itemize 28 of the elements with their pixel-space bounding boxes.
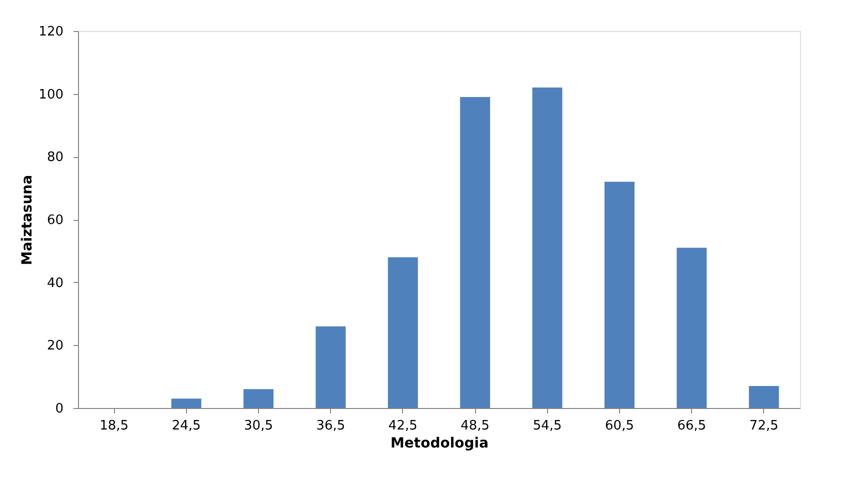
bar xyxy=(676,248,707,408)
y-tick-label: 20 xyxy=(46,338,64,354)
y-axis-title: Maiztasuna xyxy=(20,174,36,266)
x-axis-title: Metodologia xyxy=(390,436,489,452)
x-tick-label: 18,5 xyxy=(100,418,129,434)
x-tick-label: 54,5 xyxy=(532,418,562,434)
y-tick-label: 120 xyxy=(38,24,64,40)
bar xyxy=(388,257,418,408)
bar xyxy=(460,96,490,408)
y-tick-label: 0 xyxy=(55,402,64,416)
x-tick-label: 42,5 xyxy=(388,418,418,434)
bar xyxy=(748,386,779,408)
bar xyxy=(316,326,346,408)
x-tick-label: 24,5 xyxy=(172,418,201,434)
y-tick-label: 60 xyxy=(46,213,64,228)
bar xyxy=(604,182,634,408)
y-tick-label: 80 xyxy=(46,150,64,166)
bar xyxy=(532,88,562,408)
x-tick-label: 30,5 xyxy=(244,418,273,434)
y-tick-label: 100 xyxy=(38,87,64,102)
x-tick-label: 48,5 xyxy=(460,418,490,434)
x-tick-label: 60,5 xyxy=(605,418,634,434)
x-tick-label: 36,5 xyxy=(316,418,346,434)
x-tick-label: 66,5 xyxy=(677,418,706,434)
y-tick-label: 40 xyxy=(46,276,64,291)
bar xyxy=(244,389,274,408)
bar xyxy=(171,398,202,408)
x-tick-label: 72,5 xyxy=(749,418,778,434)
